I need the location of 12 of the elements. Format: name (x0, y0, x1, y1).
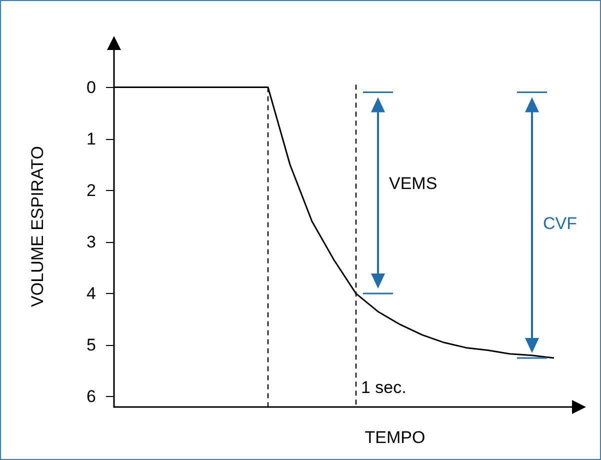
y-axis-title: VOLUME ESPIRATO (28, 146, 47, 307)
y-tick-label: 4 (86, 284, 96, 304)
y-tick-label: 0 (86, 78, 96, 97)
y-tick-label: 5 (86, 336, 96, 355)
y-tick-label: 3 (86, 232, 96, 252)
annotation: 1 sec. (361, 378, 406, 397)
y-tick-label: 1 (86, 129, 96, 148)
x-axis-title: TEMPO (364, 428, 426, 447)
y-tick-label: 2 (86, 180, 96, 200)
annotation: CVF (543, 214, 577, 234)
annotation: VEMS (389, 174, 438, 193)
y-tick-label: 6 (86, 387, 96, 406)
